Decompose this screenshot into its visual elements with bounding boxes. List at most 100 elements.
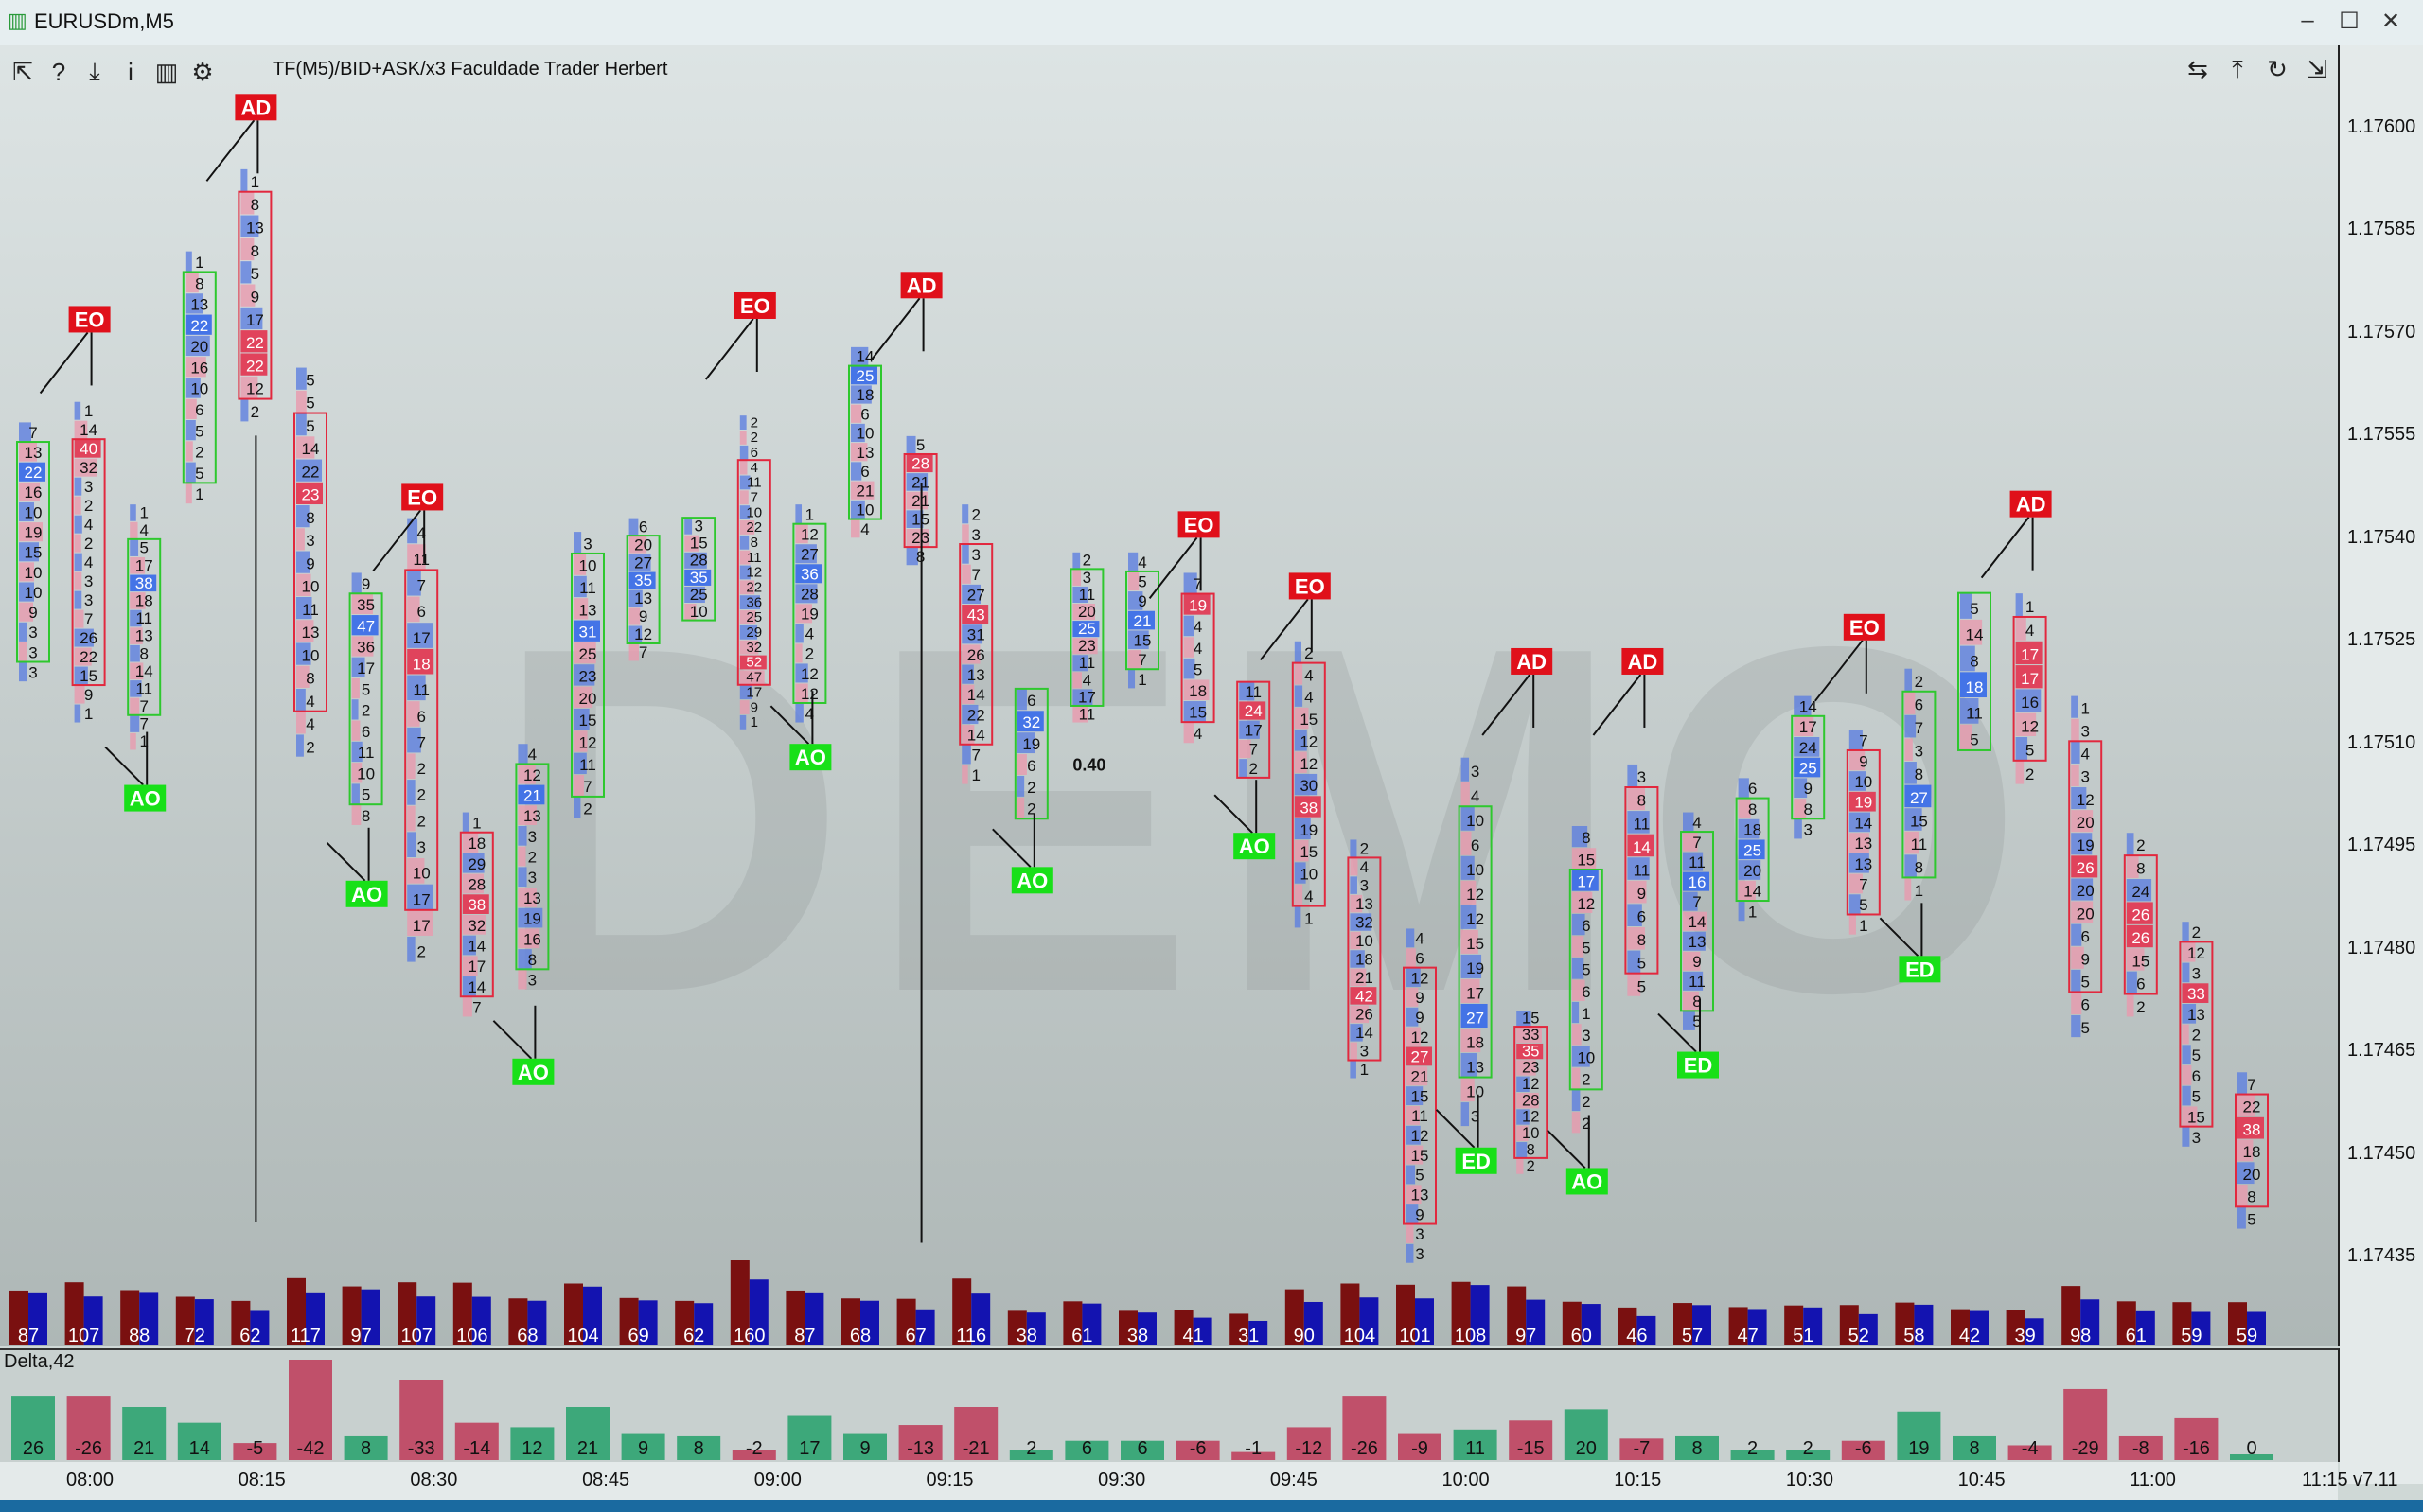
signal-tag[interactable]: AD [205, 94, 277, 182]
footprint-candle[interactable]: 5 5 5 14 22 23 8 3 9 10 11 13 10 8 4 4 2 [293, 367, 327, 757]
footprint-level-value: 17 [1577, 873, 1595, 891]
signal-tag[interactable]: EO [372, 483, 444, 572]
signal-tag[interactable]: AO [492, 1005, 555, 1085]
delta-value: 6 [1137, 1438, 1147, 1459]
footprint-candle[interactable]: 4 11 7 6 17 18 11 6 7 2 2 2 3 10 17 17 2 [404, 518, 439, 962]
help-icon[interactable]: ? [51, 57, 66, 86]
delta-panel[interactable]: 26 -26 21 14 -5 -42 8 -33 -14 12 21 9 8 -2 17 9 -13 -21 2 6… [0, 1348, 2340, 1462]
signal-tag[interactable]: AO [769, 691, 832, 771]
delta-bar [2118, 1435, 2163, 1460]
signal-tag[interactable]: AD [1481, 647, 1553, 736]
footprint-level-value: 3 [2080, 768, 2089, 786]
signal-tag[interactable]: EO [1814, 613, 1885, 702]
gear-icon[interactable]: ⚙ [191, 57, 214, 86]
price-axis[interactable] [2340, 45, 2423, 1484]
signal-tag[interactable]: AO [104, 731, 167, 812]
footprint-candle[interactable]: 2 8 24 26 26 15 6 2 [2123, 833, 2158, 1017]
maximize-button[interactable]: ☐ [2339, 9, 2360, 34]
footprint-level-bar [962, 584, 982, 605]
footprint-level-bar [185, 462, 196, 483]
footprint-candle[interactable]: 3 8 11 14 11 9 6 8 5 5 [1624, 764, 1659, 996]
signal-tag[interactable]: ED [1435, 1094, 1497, 1174]
footprint-level-bar [407, 570, 421, 596]
info-icon[interactable]: i [128, 57, 133, 86]
footprint-candle[interactable]: 1 8 13 22 20 16 10 6 5 2 5 1 [182, 251, 217, 504]
signal-tag[interactable]: EO [39, 306, 111, 395]
footprint-candle[interactable]: 8 15 17 12 6 5 5 6 1 3 10 2 2 2 [1568, 825, 1603, 1134]
footprint-level-bar [130, 627, 143, 644]
footprint-level-bar [739, 595, 761, 610]
footprint-level-bar [1128, 630, 1149, 650]
footprint-candle[interactable]: 6 8 18 25 20 14 1 [1735, 778, 1770, 921]
delta-histogram: 26 -26 21 14 -5 -42 8 -33 -14 12 21 9 8 -2 17 9 -13 -21 2 6… [11, 1360, 2273, 1460]
footprint-level-value: 1 [1748, 903, 1757, 921]
signal-tag[interactable]: ED [1879, 903, 1941, 983]
signal-tag[interactable]: EO [705, 291, 776, 380]
minimize-button[interactable]: – [2301, 8, 2314, 33]
signal-tag[interactable]: AO [992, 814, 1053, 894]
footprint-candle[interactable]: 14 17 24 25 9 8 3 [1791, 695, 1826, 839]
volume-value: 59 [2181, 1326, 2202, 1346]
cursor-icon[interactable]: ⇱ [12, 57, 33, 86]
footprint-candle[interactable]: 3 10 11 13 31 25 23 20 15 12 11 7 2 [571, 532, 605, 818]
footprint-candle[interactable]: 9 35 47 36 17 5 2 6 11 10 5 8 [348, 572, 383, 825]
signal-tag[interactable]: ED [1657, 998, 1719, 1079]
signal-tag[interactable]: EO [1260, 572, 1331, 661]
footprint-candle[interactable]: 1 3 4 3 12 20 19 26 20 20 6 9 5 6 5 [2068, 695, 2103, 1038]
footprint-candle[interactable]: 7 22 38 18 20 8 5 [2235, 1072, 2269, 1229]
footprint-level-bar [795, 624, 804, 643]
signal-tag[interactable]: AO [1213, 780, 1276, 860]
refresh-icon[interactable]: ↻ [2267, 55, 2288, 83]
footprint-candle[interactable]: 7 19 4 4 5 18 15 4 [1180, 572, 1215, 744]
footprint-candle[interactable]: 2 6 7 3 8 27 15 11 8 1 [1901, 668, 1937, 901]
footprint-candle[interactable]: 1 18 29 28 38 32 14 17 14 7 [459, 812, 494, 1017]
chart-area[interactable]: DEMO 7 13 22 16 10 19 15 10 10 9 3 3 3 1 14 40 32 3 2 4 2 4 3 3… [0, 45, 2340, 1346]
footprint-level-value: 19 [523, 910, 541, 928]
signal-tag[interactable]: AD [1980, 490, 2052, 579]
footprint-level-value: 18 [135, 592, 153, 610]
signal-tag[interactable]: AO [1547, 1115, 1608, 1195]
fit-vertical-icon[interactable]: ⤒ [2232, 55, 2243, 83]
footprint-candle[interactable]: 2 4 4 15 12 12 30 38 19 15 10 4 1 [1291, 641, 1326, 928]
download-icon[interactable]: ⤓ [89, 57, 100, 85]
footprint-level-value: 1 [2080, 699, 2089, 717]
resize-corner-icon[interactable]: ⇲ [2307, 55, 2327, 83]
footprint-candle[interactable]: 4 12 21 13 3 2 3 13 19 16 8 3 [515, 744, 550, 990]
signal-tag[interactable]: AD [1592, 647, 1664, 736]
price-tick-label: 1.17480 [2347, 937, 2416, 958]
signal-tag[interactable]: EO [1148, 511, 1220, 599]
footprint-candle[interactable]: 5 14 8 18 11 5 [1957, 591, 1991, 751]
footprint-level-bar [518, 867, 527, 888]
time-axis[interactable] [0, 1462, 2338, 1500]
footprint-candle[interactable]: 6 32 19 6 2 2 [1014, 687, 1049, 820]
footprint-candle[interactable]: 1 4 17 17 16 12 5 2 [2012, 593, 2047, 784]
footprint-level-value: 20 [579, 690, 597, 708]
delta-value: -6 [1190, 1438, 1207, 1459]
footprint-candle[interactable]: 7 9 10 19 14 13 13 7 5 1 [1846, 730, 1881, 935]
close-button[interactable]: ✕ [2380, 9, 2401, 34]
signal-tag[interactable]: AO [326, 827, 388, 907]
chart-template-icon[interactable]: ▥ [154, 57, 179, 86]
signal-tag[interactable]: AD [871, 272, 943, 360]
footprint-candle[interactable]: 3 4 10 6 10 12 12 15 19 17 27 18 13 10 3 [1458, 757, 1493, 1127]
swap-arrows-icon[interactable]: ⇆ [2187, 55, 2208, 83]
